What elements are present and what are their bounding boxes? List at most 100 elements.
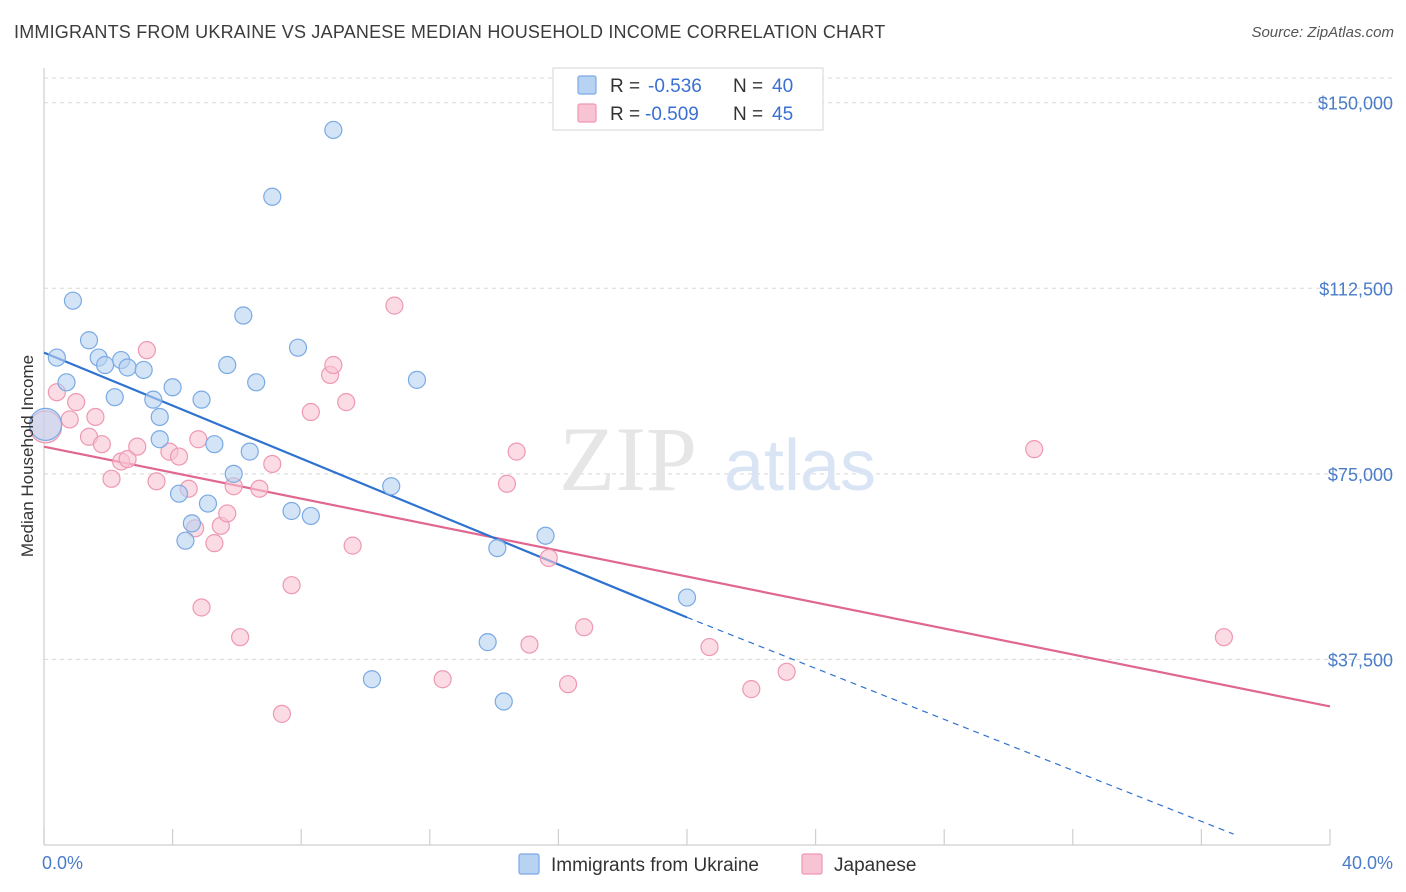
point-japanese-44 — [1025, 440, 1044, 459]
point-japanese-23 — [231, 628, 250, 647]
point-ukraine-34 — [478, 633, 497, 652]
point-japanese-28 — [301, 402, 320, 422]
legend-swatch-ukraine — [577, 75, 597, 95]
points-ukraine — [29, 120, 697, 711]
point-japanese-30 — [324, 355, 343, 375]
point-japanese-3 — [67, 393, 86, 412]
legend-r-value-japanese: -0.509 — [645, 104, 699, 125]
point-ukraine-31 — [362, 670, 382, 689]
legend-swatch-japanese — [577, 103, 597, 123]
point-ukraine-17 — [182, 514, 201, 533]
point-ukraine-28 — [288, 338, 308, 357]
legend-box — [552, 67, 824, 131]
point-ukraine-6 — [95, 355, 115, 375]
point-ukraine-12 — [150, 430, 169, 449]
y-axis-label: Median Household Income — [18, 355, 37, 557]
point-ukraine-29 — [301, 506, 320, 526]
point-japanese-33 — [385, 296, 404, 315]
watermark-atlas: atlas — [724, 426, 876, 506]
point-japanese-19 — [205, 534, 224, 553]
point-japanese-9 — [118, 449, 137, 469]
y-tick-label-0: $37,500 — [1328, 650, 1393, 670]
point-ukraine-1 — [47, 348, 66, 367]
axes — [43, 68, 1331, 846]
point-japanese-32 — [343, 536, 362, 555]
legend: R = -0.536 N = 40 R = -0.509 N = 45 — [552, 67, 824, 131]
legend-n-label-ukraine: N = — [733, 76, 763, 97]
trend-line-ukraine-extension — [686, 616, 1234, 835]
point-ukraine-2 — [57, 373, 76, 392]
points-japanese — [29, 296, 1234, 723]
point-japanese-42 — [742, 680, 761, 699]
point-ukraine-32 — [382, 477, 401, 496]
point-ukraine-10 — [134, 360, 153, 380]
point-ukraine-25 — [247, 373, 266, 392]
point-japanese-24 — [250, 479, 269, 498]
point-ukraine-21 — [218, 355, 237, 375]
point-ukraine-7 — [105, 388, 124, 407]
point-ukraine-23 — [234, 306, 253, 325]
point-japanese-45 — [1214, 628, 1234, 647]
bottom-legend-label-japanese: Japanese — [834, 855, 916, 876]
point-ukraine-15 — [169, 484, 189, 503]
point-japanese-36 — [507, 442, 526, 461]
chart-source: Source: ZipAtlas.com — [1251, 24, 1394, 41]
point-ukraine-11 — [144, 390, 163, 409]
point-japanese-12 — [147, 472, 166, 491]
legend-r-value-ukraine: -0.536 — [648, 76, 702, 97]
point-japanese-27 — [282, 576, 301, 595]
y-tick-labels: $37,500 $75,000 $112,500 $150,000 — [1318, 94, 1393, 671]
point-ukraine-22 — [224, 464, 243, 483]
y-tick-label-1: $75,000 — [1328, 465, 1393, 485]
point-japanese-21 — [218, 504, 237, 523]
point-ukraine-38 — [677, 588, 697, 607]
point-japanese-11 — [137, 341, 156, 360]
point-ukraine-13 — [150, 407, 169, 427]
point-ukraine-24 — [240, 442, 259, 461]
point-japanese-39 — [558, 675, 578, 694]
legend-n-label-japanese: N = — [733, 104, 763, 125]
legend-r-label-ukraine: R = — [610, 76, 640, 97]
watermark: ZIP atlas — [559, 408, 876, 510]
point-ukraine-18 — [192, 390, 211, 409]
point-ukraine-20 — [205, 435, 224, 454]
bottom-legend-label-ukraine: Immigrants from Ukraine — [551, 855, 759, 876]
point-japanese-38 — [539, 548, 558, 568]
point-japanese-35 — [497, 474, 517, 493]
point-ukraine-30 — [324, 120, 343, 140]
legend-n-value-ukraine: 40 — [772, 76, 793, 97]
point-ukraine-3 — [63, 291, 83, 310]
point-ukraine-16 — [176, 531, 195, 550]
grid-lines — [44, 77, 1395, 660]
point-japanese-2 — [60, 410, 79, 429]
point-japanese-18 — [192, 598, 211, 617]
legend-r-label-japanese: R = — [610, 104, 640, 125]
point-ukraine-19 — [198, 494, 218, 513]
point-japanese-10 — [128, 437, 147, 456]
point-ukraine-4 — [79, 331, 99, 350]
point-japanese-40 — [575, 618, 594, 637]
x-tick-labels: 0.0% 40.0% — [42, 853, 1393, 873]
chart-title: IMMIGRANTS FROM UKRAINE VS JAPANESE MEDI… — [14, 22, 886, 42]
bottom-legend-swatch-japanese — [801, 853, 823, 875]
y-tick-label-3: $150,000 — [1318, 94, 1393, 114]
watermark-zip: ZIP — [559, 408, 697, 510]
point-japanese-6 — [92, 435, 111, 454]
point-ukraine-14 — [163, 378, 182, 397]
point-japanese-43 — [777, 662, 796, 681]
bottom-legend-swatch-ukraine — [518, 853, 540, 875]
point-japanese-7 — [102, 469, 121, 488]
bottom-legend: Immigrants from Ukraine Japanese — [518, 853, 916, 876]
point-japanese-17 — [189, 430, 208, 449]
x-tick-label-0: 0.0% — [42, 853, 83, 873]
point-ukraine-36 — [494, 692, 513, 711]
point-ukraine-26 — [263, 187, 282, 206]
point-japanese-34 — [433, 670, 452, 689]
point-ukraine-9 — [118, 358, 137, 377]
point-ukraine-0 — [29, 407, 63, 441]
point-japanese-5 — [86, 407, 105, 427]
point-japanese-25 — [263, 454, 282, 474]
point-japanese-26 — [272, 704, 292, 723]
point-japanese-31 — [337, 393, 356, 412]
